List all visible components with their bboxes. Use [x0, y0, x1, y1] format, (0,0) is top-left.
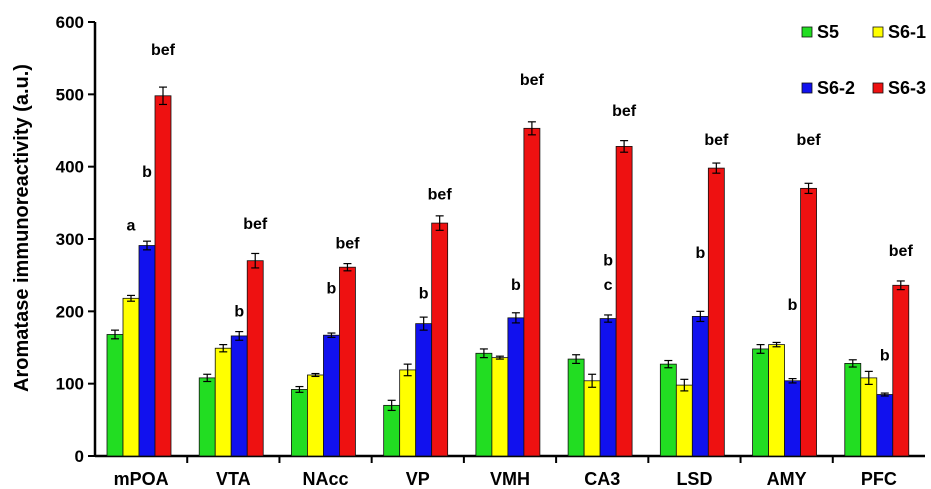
category-label: LSD [676, 469, 712, 489]
bar-s6-3-nacc [339, 266, 356, 457]
category-label: CA3 [584, 469, 620, 489]
legend-swatch-s6-1 [872, 26, 884, 38]
bar-s6-2-nacc [323, 334, 340, 457]
significance-label: bef [612, 103, 637, 120]
category-label: AMY [767, 469, 807, 489]
significance-label: bef [704, 132, 729, 149]
y-tick-label: 500 [56, 85, 84, 104]
bar-s6-3-vp [431, 222, 449, 457]
bar-s5-vmh [475, 352, 493, 457]
significance-label: b [880, 348, 890, 365]
significance-label: b [511, 277, 521, 294]
y-axis-title: Aromatase immunoreactivity (a.u.) [11, 64, 33, 392]
bar-s5-pfc [844, 363, 862, 457]
significance-label: bef [335, 236, 360, 253]
y-tick-label: 200 [56, 302, 84, 321]
bar-s6-2-pfc [876, 394, 894, 457]
category-label: VP [406, 469, 430, 489]
bar-s6-3-pfc [892, 284, 910, 457]
y-tick-label: 600 [56, 13, 84, 32]
bar-s5-nacc [291, 389, 308, 457]
significance-label: b [327, 280, 337, 297]
bar-s6-2-lsd [691, 315, 709, 457]
category-label: mPOA [114, 469, 169, 489]
bar-s5-mpoa [106, 334, 124, 457]
bar-s6-1-mpoa [122, 297, 140, 457]
bar-s6-1-vp [399, 369, 417, 457]
y-tick-label: 0 [75, 447, 84, 466]
significance-label: bef [428, 186, 453, 203]
bar-s5-vp [383, 404, 401, 457]
significance-label: b [603, 252, 613, 269]
bar-s6-1-vta [214, 347, 232, 457]
bar-s6-3-amy [800, 187, 817, 457]
category-label: NAcc [303, 469, 349, 489]
significance-label: bef [243, 216, 268, 233]
significance-label: b [788, 297, 798, 314]
bar-s6-3-mpoa [154, 95, 172, 457]
significance-label: bef [151, 42, 176, 59]
significance-label: a [127, 218, 136, 235]
significance-label: b [695, 245, 705, 262]
plot-area: 0 100 200 300 400 500 600 mPOA VTA NAcc VP VMH CA3 LS… [56, 13, 925, 489]
bar-s6-3-ca3 [615, 146, 633, 457]
bar-s6-2-mpoa [138, 245, 156, 457]
bar-s6-2-vmh [507, 317, 525, 457]
bar-s6-2-ca3 [599, 318, 617, 457]
bar-s6-1-amy [768, 344, 785, 457]
bar-s6-3-vmh [523, 127, 541, 457]
bar-s5-lsd [659, 363, 677, 457]
y-tick-label: 300 [56, 230, 84, 249]
legend-label-s6-3: S6-3 [888, 78, 926, 98]
bar-s6-2-vta [230, 335, 248, 457]
significance-label: bef [797, 132, 822, 149]
y-tick-label: 400 [56, 158, 84, 177]
category-label: VMH [490, 469, 530, 489]
legend-swatch-s6-2 [801, 82, 813, 94]
bar-s6-3-vta [246, 260, 264, 457]
bar-s5-ca3 [567, 358, 585, 457]
significance-label: b [142, 164, 152, 181]
significance-label: bef [520, 72, 545, 89]
significance-label: bef [889, 243, 914, 260]
legend-swatch-s6-3 [872, 82, 884, 94]
bar-s6-1-nacc [307, 374, 324, 457]
legend-label-s6-1: S6-1 [888, 22, 926, 42]
legend: S5 S6-1 S6-2 S6-3 [801, 22, 926, 98]
category-label: PFC [861, 469, 897, 489]
bar-s6-3-lsd [707, 167, 725, 457]
bar-s6-2-amy [784, 380, 801, 457]
legend-swatch-s5 [801, 26, 813, 38]
bar-s5-amy [752, 348, 769, 457]
y-tick-label: 100 [56, 375, 84, 394]
significance-label: b [419, 286, 429, 303]
legend-label-s6-2: S6-2 [817, 78, 855, 98]
bar-s5-vta [198, 377, 216, 457]
significance-label: c [604, 277, 613, 294]
bar-s6-2-vp [415, 323, 433, 457]
bar-s6-1-lsd [675, 384, 693, 457]
legend-label-s5: S5 [817, 22, 839, 42]
significance-label: b [234, 304, 244, 321]
bar-s6-1-pfc [860, 377, 878, 457]
bar-s6-1-ca3 [583, 380, 601, 457]
bar-s6-1-vmh [491, 357, 509, 457]
category-label: VTA [216, 469, 251, 489]
